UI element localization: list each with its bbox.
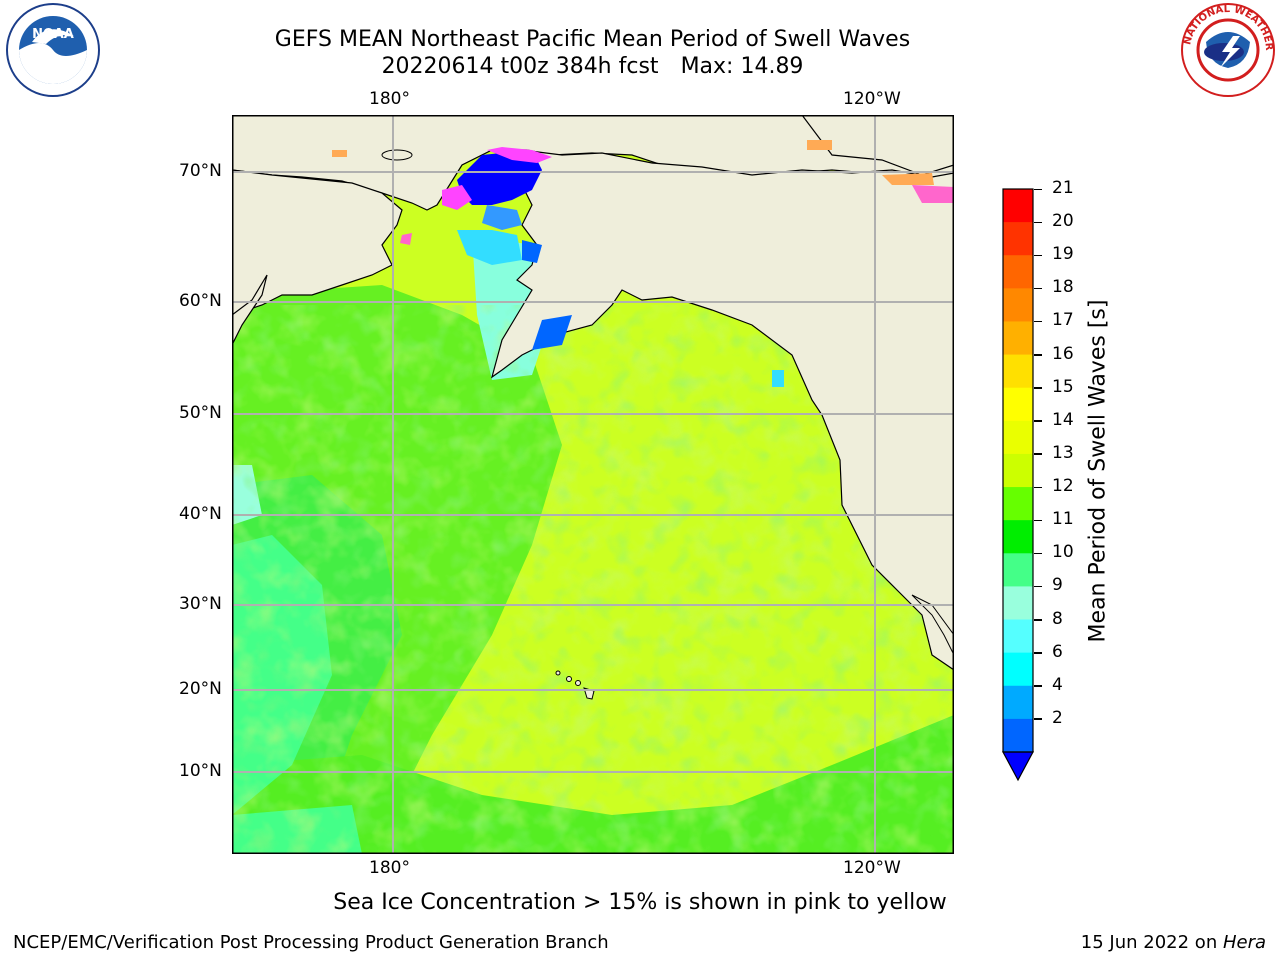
colorbar-tick: 13 [1052,442,1074,463]
chart-title: GEFS MEAN Northeast Pacific Mean Period … [274,27,911,52]
colorbar-tick-mark [1034,453,1042,455]
colorbar-tick-mark [1034,619,1042,621]
footer-date-text: 15 Jun 2022 on [1080,932,1223,953]
footer-host: Hera [1222,932,1266,953]
noaa-logo-text: NOAA [32,27,74,42]
lat-label-40n: 40°N [179,504,222,524]
lon-label-bottom-180: 180° [369,858,410,878]
colorbar-tick: 17 [1052,310,1074,331]
colorbar-tick-mark [1034,354,1042,356]
colorbar-tick: 11 [1052,509,1074,530]
nws-logo-icon: NATIONAL WEATHER SERVICE [1178,2,1275,97]
colorbar-tick: 16 [1052,343,1074,364]
colorbar-frame [1002,188,1034,753]
colorbar-tick: 4 [1052,674,1063,695]
land-siberia [232,169,403,316]
ice-bering-strait-blue [482,205,522,230]
ice-chukchi-magenta [487,147,552,163]
lon-label-top-180: 180° [369,89,410,109]
colorbar-swatch [1003,189,1033,223]
colorbar-swatch [1003,222,1033,256]
colorbar-tick-mark [1034,585,1042,588]
footer-credit: NCEP/EMC/Verification Post Processing Pr… [13,932,609,953]
colorbar-swatch [1003,487,1033,521]
colorbar-tick: 21 [1052,178,1074,198]
colorbar-tick-mark [1034,519,1042,522]
colorbar-swatch [1003,520,1033,554]
chart-subtitle: 20220614 t00z 384h fcst Max: 14.89 [0,54,1185,79]
lon-label-top-120w: 120°W [843,89,901,109]
ice-patch-4 [882,173,934,185]
colorbar-tick-mark [1034,221,1042,224]
colorbar-tick: 12 [1052,476,1074,497]
colorbar-tick: 9 [1052,575,1063,596]
colorbar-tick: 14 [1052,409,1074,430]
lat-label-70n: 70°N [179,161,222,181]
colorbar-tick: 19 [1052,244,1074,265]
colorbar-swatch [1003,586,1033,621]
colorbar-tick-mark [1034,718,1042,720]
colorbar-swatch [1003,387,1033,422]
colorbar-swatch [1003,453,1033,488]
ice-patch-3 [912,185,954,203]
colorbar-tick-mark [1034,188,1042,190]
colorbar-tick-mark [1034,287,1042,290]
lat-label-60n: 60°N [179,291,222,311]
colorbar-tick-mark [1034,685,1042,687]
colorbar-swatches [1003,189,1033,753]
colorbar-swatch [1003,553,1033,587]
lat-label-20n: 20°N [179,679,222,699]
ice-chukchi-blue [457,150,542,205]
colorbar-swatch [1003,619,1033,654]
colorbar-swatch [1003,718,1033,753]
lat-label-10n: 10°N [179,761,222,781]
footer-date: 15 Jun 2022 on Hera [1081,932,1266,953]
ice-patch-5 [400,233,412,245]
colorbar-tick: 2 [1052,707,1063,728]
ice-patch-1 [332,150,347,157]
land-wrangel-island [381,149,413,161]
colorbar-tick-mark [1034,320,1042,323]
colorbar-tick-mark [1034,486,1042,489]
ice-norton-cyan [457,230,522,265]
colorbar-tick-mark [1034,552,1042,555]
map-frame [232,115,954,854]
ice-bristol-blue [532,315,572,350]
colorbar-label: Mean Period of Swell Waves [s] [1085,299,1111,643]
lat-label-50n: 50°N [179,403,222,423]
forecast-run-label: 20220614 t00z 384h fcst [381,54,659,79]
map-panel [232,115,954,854]
sea-ice-note: Sea Ice Concentration > 15% is shown in … [333,890,947,915]
colorbar-swatch [1003,321,1033,356]
colorbar-swatch [1003,288,1033,322]
colorbar-tick: 15 [1052,376,1074,397]
colorbar [1001,188,1035,782]
noaa-logo-icon: NOAA [6,3,100,97]
map-gridlines [232,115,954,854]
lon-label-bottom-120w: 120°W [843,858,901,878]
lat-label-30n: 30°N [179,594,222,614]
colorbar-tick: 8 [1052,608,1063,629]
max-value-label: Max: 14.89 [680,54,804,79]
colorbar-swatch [1003,354,1033,389]
colorbar-tick-mark [1034,387,1042,389]
colorbar-swatch [1003,420,1033,455]
colorbar-tick: 18 [1052,277,1074,298]
colorbar-swatch [1003,255,1033,289]
colorbar-extend-triangle [1001,751,1035,782]
colorbar-tick-mark [1034,254,1042,257]
ice-norton-blue [522,240,542,263]
ice-patch-2 [807,140,832,150]
colorbar-tick: 6 [1052,641,1063,662]
colorbar-swatch [1003,652,1033,687]
ice-magenta-west [442,185,472,210]
colorbar-tick: 20 [1052,211,1074,232]
colorbar-tick-mark [1034,420,1042,422]
colorbar-tick: 10 [1052,542,1074,563]
colorbar-tick-mark [1034,652,1042,654]
ice-patch-6 [772,370,784,387]
colorbar-swatch [1003,685,1033,720]
